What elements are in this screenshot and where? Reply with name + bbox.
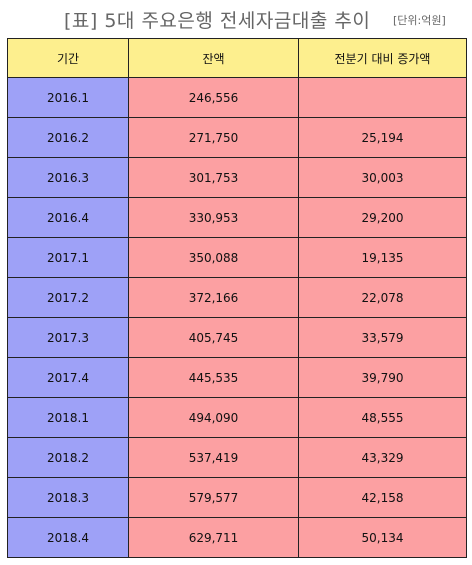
table-row: 2016.4 330,953 29,200 bbox=[7, 197, 467, 238]
table-row: 2018.2 537,419 43,329 bbox=[7, 437, 467, 478]
balance-cell: 494,090 bbox=[128, 397, 299, 438]
increase-cell: 25,194 bbox=[298, 117, 467, 158]
period-cell: 2018.4 bbox=[7, 517, 129, 558]
header-increase: 전분기 대비 증가액 bbox=[298, 38, 467, 78]
increase-cell: 48,555 bbox=[298, 397, 467, 438]
period-cell: 2018.2 bbox=[7, 437, 129, 478]
increase-cell: 50,134 bbox=[298, 517, 467, 558]
title-row: [표] 5대 주요은행 전세자금대출 추이 [단위:억원] bbox=[0, 0, 472, 38]
table-title: [표] 5대 주요은행 전세자금대출 추이 bbox=[64, 10, 371, 32]
balance-cell: 350,088 bbox=[128, 237, 299, 278]
balance-cell: 271,750 bbox=[128, 117, 299, 158]
increase-cell: 30,003 bbox=[298, 157, 467, 198]
balance-cell: 537,419 bbox=[128, 437, 299, 478]
table-row: 2017.4 445,535 39,790 bbox=[7, 357, 467, 398]
balance-cell: 330,953 bbox=[128, 197, 299, 238]
header-balance: 잔액 bbox=[128, 38, 299, 78]
balance-cell: 579,577 bbox=[128, 477, 299, 518]
balance-cell: 405,745 bbox=[128, 317, 299, 358]
increase-cell: 39,790 bbox=[298, 357, 467, 398]
header-row: 기간 잔액 전분기 대비 증가액 bbox=[7, 38, 467, 78]
period-cell: 2016.2 bbox=[7, 117, 129, 158]
increase-cell: 33,579 bbox=[298, 317, 467, 358]
period-cell: 2016.3 bbox=[7, 157, 129, 198]
period-cell: 2016.4 bbox=[7, 197, 129, 238]
table-row: 2017.1 350,088 19,135 bbox=[7, 237, 467, 278]
increase-cell: 43,329 bbox=[298, 437, 467, 478]
unit-label: [단위:억원] bbox=[393, 14, 446, 27]
table-row: 2018.1 494,090 48,555 bbox=[7, 397, 467, 438]
increase-cell: 29,200 bbox=[298, 197, 467, 238]
increase-cell: 42,158 bbox=[298, 477, 467, 518]
balance-cell: 301,753 bbox=[128, 157, 299, 198]
table-row: 2016.2 271,750 25,194 bbox=[7, 117, 467, 158]
balance-cell: 629,711 bbox=[128, 517, 299, 558]
table-row: 2017.2 372,166 22,078 bbox=[7, 277, 467, 318]
period-cell: 2016.1 bbox=[7, 77, 129, 118]
period-cell: 2018.3 bbox=[7, 477, 129, 518]
balance-cell: 445,535 bbox=[128, 357, 299, 398]
loan-table: 기간 잔액 전분기 대비 증가액 2016.1 246,556 2016.2 271,… bbox=[7, 38, 467, 558]
increase-cell bbox=[298, 77, 467, 118]
period-cell: 2017.3 bbox=[7, 317, 129, 358]
increase-cell: 22,078 bbox=[298, 277, 467, 318]
period-cell: 2017.4 bbox=[7, 357, 129, 398]
balance-cell: 246,556 bbox=[128, 77, 299, 118]
period-cell: 2018.1 bbox=[7, 397, 129, 438]
table-row: 2016.1 246,556 bbox=[7, 77, 467, 118]
table-row: 2018.3 579,577 42,158 bbox=[7, 477, 467, 518]
increase-cell: 19,135 bbox=[298, 237, 467, 278]
balance-cell: 372,166 bbox=[128, 277, 299, 318]
header-period: 기간 bbox=[7, 38, 129, 78]
period-cell: 2017.1 bbox=[7, 237, 129, 278]
table-row: 2016.3 301,753 30,003 bbox=[7, 157, 467, 198]
table-body: 2016.1 246,556 2016.2 271,750 25,194 2016.3 30… bbox=[7, 77, 467, 558]
table-row: 2017.3 405,745 33,579 bbox=[7, 317, 467, 358]
table-row: 2018.4 629,711 50,134 bbox=[7, 517, 467, 558]
period-cell: 2017.2 bbox=[7, 277, 129, 318]
